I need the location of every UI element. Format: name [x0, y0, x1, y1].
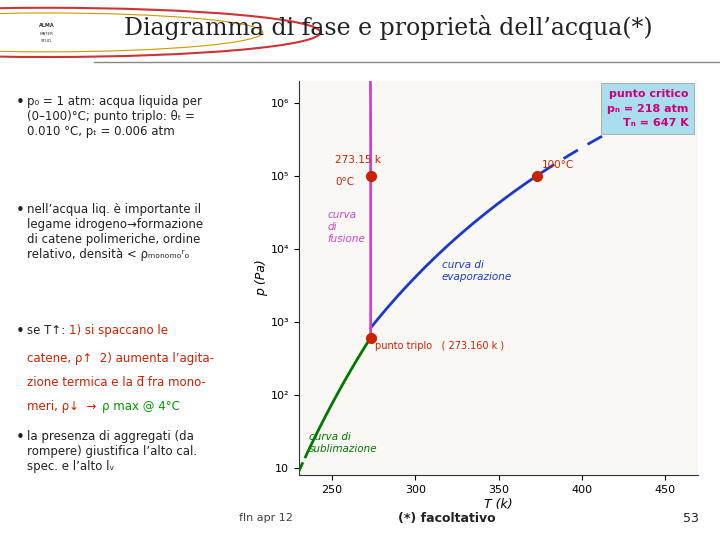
X-axis label: T (k): T (k) — [485, 498, 513, 511]
Text: •: • — [16, 324, 24, 339]
Text: zione termica e la d̅ fra mono-: zione termica e la d̅ fra mono- — [27, 376, 206, 389]
Text: STUD.: STUD. — [40, 39, 53, 44]
Text: curva di
evaporazione: curva di evaporazione — [442, 260, 512, 282]
Text: curva
di
fusione: curva di fusione — [327, 211, 365, 244]
Text: la presenza di aggregati (da
rompere) giustifica l’alto cal.
spec. e l’alto lᵥ: la presenza di aggregati (da rompere) gi… — [27, 430, 197, 473]
Text: ρ max @ 4°C: ρ max @ 4°C — [102, 400, 179, 413]
Text: nell’acqua liq. è importante il
legame idrogeno→formazione
di catene polimeriche: nell’acqua liq. è importante il legame i… — [27, 203, 204, 261]
Text: 1) si spaccano le: 1) si spaccano le — [69, 324, 168, 337]
Text: Diagramma di fase e proprietà dell’acqua(*): Diagramma di fase e proprietà dell’acqua… — [125, 15, 653, 40]
Text: 273.15 k: 273.15 k — [336, 155, 382, 165]
Text: punto triplo   ( 273.160 k ): punto triplo ( 273.160 k ) — [375, 341, 505, 351]
Text: MATER: MATER — [40, 32, 54, 36]
Text: se T↑:: se T↑: — [27, 324, 73, 337]
Text: meri, ρ↓  →: meri, ρ↓ → — [27, 400, 108, 413]
Text: (*) facoltativo: (*) facoltativo — [397, 512, 495, 525]
Text: •: • — [16, 203, 24, 218]
Text: p₀ = 1 atm: acqua liquida per
(0–100)°C; punto triplo: θₜ =
0.010 °C, pₜ = 0.006: p₀ = 1 atm: acqua liquida per (0–100)°C;… — [27, 95, 202, 138]
Text: •: • — [16, 430, 24, 445]
Text: punto critico
pₙ = 218 atm
Tₙ = 647 K: punto critico pₙ = 218 atm Tₙ = 647 K — [607, 89, 688, 129]
Text: 100°C: 100°C — [542, 160, 574, 170]
Text: fln apr 12: fln apr 12 — [240, 514, 293, 523]
Text: 53: 53 — [683, 512, 698, 525]
Text: •: • — [16, 95, 24, 110]
Text: curva di
sublimazione: curva di sublimazione — [309, 433, 377, 454]
Text: catene, ρ↑  2) aumenta l’agita-: catene, ρ↑ 2) aumenta l’agita- — [27, 352, 215, 365]
Text: 0°C: 0°C — [336, 177, 354, 187]
Y-axis label: p (Pa): p (Pa) — [255, 260, 268, 296]
Text: ALMA: ALMA — [39, 23, 55, 29]
